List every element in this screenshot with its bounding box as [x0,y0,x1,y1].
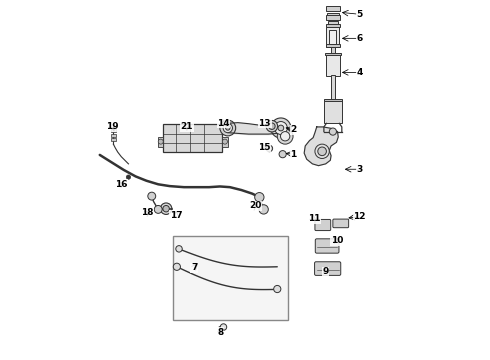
Circle shape [173,263,180,270]
Circle shape [160,203,172,215]
Bar [111,134,116,137]
Circle shape [274,285,281,293]
Text: 9: 9 [322,267,328,276]
Bar [222,136,228,147]
Text: 13: 13 [258,119,271,128]
Bar [331,75,335,101]
FancyBboxPatch shape [315,262,341,275]
Bar [173,235,288,320]
Text: 8: 8 [218,328,224,337]
Text: 14: 14 [217,119,230,128]
Circle shape [280,132,290,141]
Bar [326,44,340,47]
FancyBboxPatch shape [315,220,331,230]
Circle shape [271,118,291,138]
Text: 18: 18 [141,208,154,217]
Bar [324,99,342,101]
Circle shape [269,123,275,130]
Text: 4: 4 [357,68,363,77]
Bar [329,30,337,44]
Circle shape [222,139,227,144]
Circle shape [266,145,272,152]
Text: 7: 7 [191,264,197,273]
FancyBboxPatch shape [315,239,339,253]
FancyBboxPatch shape [333,219,349,228]
Bar [327,13,339,17]
Bar [328,21,338,24]
Circle shape [259,205,269,214]
Text: 20: 20 [249,201,261,210]
Circle shape [154,206,162,213]
Circle shape [318,147,326,156]
Text: 17: 17 [170,211,182,220]
Bar [326,53,340,76]
Text: 21: 21 [181,122,193,131]
Circle shape [315,144,329,158]
Circle shape [274,122,287,134]
Polygon shape [304,127,338,166]
Bar [111,138,116,141]
Text: 1: 1 [290,150,296,159]
Bar [111,129,116,132]
Bar [325,53,341,55]
Circle shape [176,246,182,252]
Circle shape [278,125,284,131]
Circle shape [266,121,278,132]
Text: 5: 5 [357,10,363,19]
Circle shape [329,128,337,135]
Text: 11: 11 [308,214,320,223]
Text: 6: 6 [357,34,363,43]
Bar [326,27,339,47]
Circle shape [277,129,293,144]
Circle shape [255,193,264,202]
Bar [324,100,342,123]
Circle shape [126,175,131,179]
Circle shape [220,120,236,136]
Bar [326,15,340,20]
Bar [326,24,340,27]
Text: 19: 19 [106,122,119,131]
Text: 12: 12 [353,212,366,221]
Text: 10: 10 [331,237,343,246]
Bar [331,47,335,53]
Circle shape [158,139,163,144]
Circle shape [163,206,170,212]
Text: 3: 3 [357,165,363,174]
Circle shape [148,192,156,200]
Text: 15: 15 [258,143,270,152]
Circle shape [279,150,286,158]
Text: 16: 16 [115,180,127,189]
Text: 2: 2 [290,125,296,134]
Circle shape [220,324,227,330]
Bar [158,136,163,147]
Circle shape [223,123,232,133]
Bar [163,124,222,152]
Bar [326,6,340,12]
Circle shape [225,126,230,130]
